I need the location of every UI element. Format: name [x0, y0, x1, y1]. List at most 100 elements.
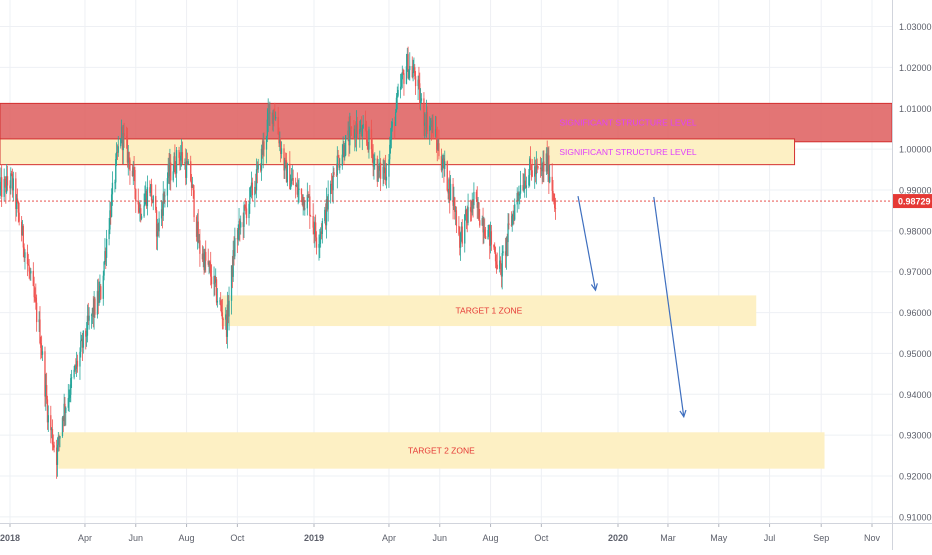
- candle-body: [405, 66, 408, 84]
- candle: [482, 207, 484, 245]
- candle-body: [385, 176, 388, 181]
- candle-body: [401, 72, 403, 80]
- candle: [495, 254, 498, 274]
- candle-body: [408, 70, 410, 78]
- zone-target-3[interactable]: [58, 432, 825, 469]
- candle: [0, 167, 2, 196]
- candle-body: [350, 126, 353, 129]
- candle: [476, 186, 478, 219]
- candle: [379, 150, 381, 178]
- candle: [513, 204, 515, 225]
- candle-body: [384, 168, 387, 181]
- candle-body: [228, 300, 230, 317]
- candle: [431, 114, 433, 134]
- candle-body: [158, 218, 160, 232]
- candle: [312, 203, 314, 235]
- candle-body: [74, 364, 76, 370]
- zone-support-1[interactable]: [0, 138, 796, 166]
- candle: [80, 331, 82, 358]
- candle: [284, 157, 286, 179]
- candle-body: [22, 226, 24, 248]
- candle-body: [87, 315, 89, 321]
- candle-body: [506, 237, 508, 243]
- candle: [6, 164, 8, 195]
- candle-body: [430, 123, 433, 127]
- candle: [461, 219, 463, 247]
- candle-body: [372, 153, 374, 167]
- candle: [117, 135, 119, 157]
- candle-body: [337, 155, 339, 158]
- x-tick-label: 2018: [0, 533, 20, 543]
- candle-body: [535, 163, 538, 175]
- candle: [12, 171, 14, 202]
- zone-target-2[interactable]: [221, 295, 757, 327]
- zone-label-support: SIGNIFICANT STRUCTURE LEVEL: [559, 147, 697, 157]
- candle: [554, 193, 556, 212]
- candle: [475, 189, 478, 202]
- candle: [161, 201, 164, 229]
- candle-body: [429, 125, 431, 132]
- candle: [368, 126, 370, 159]
- candle: [10, 167, 12, 195]
- candle: [242, 212, 244, 240]
- candle: [53, 441, 55, 453]
- candle: [419, 88, 422, 111]
- candle: [228, 286, 230, 331]
- candle-body: [522, 185, 524, 191]
- forecast-arrow-head: [679, 409, 687, 419]
- candle: [225, 307, 227, 330]
- candle-body: [496, 264, 498, 269]
- candle-body: [145, 191, 148, 207]
- candle: [441, 154, 443, 178]
- candle-body: [0, 186, 1, 190]
- candle-body: [394, 121, 396, 127]
- candle-body: [399, 86, 402, 90]
- candle-body: [196, 221, 199, 237]
- candle: [257, 158, 259, 173]
- candle-body: [494, 247, 496, 253]
- candle: [341, 143, 343, 170]
- y-tick-label: 0.92000: [899, 472, 932, 482]
- candle: [396, 86, 398, 110]
- candle: [514, 198, 516, 222]
- candle-body: [510, 224, 513, 226]
- candle: [309, 185, 311, 229]
- candle: [473, 182, 475, 209]
- candle: [180, 138, 183, 167]
- candle-body: [488, 224, 490, 231]
- candle: [489, 224, 491, 260]
- candle: [87, 302, 89, 326]
- candle-body: [68, 397, 70, 399]
- candle-body: [449, 179, 451, 201]
- candle: [329, 180, 332, 204]
- candle: [342, 136, 344, 158]
- candle: [51, 419, 54, 451]
- candle-body: [280, 141, 282, 154]
- candle-body: [3, 179, 5, 197]
- candle-body: [269, 112, 271, 114]
- candle: [266, 108, 269, 143]
- candle-body: [477, 202, 479, 208]
- candle-body: [507, 223, 509, 243]
- candle-body: [290, 179, 293, 185]
- candle: [172, 164, 174, 183]
- candle: [510, 211, 513, 227]
- candle: [320, 223, 323, 240]
- candle: [390, 121, 393, 149]
- candle-body: [260, 164, 262, 171]
- candle: [227, 295, 229, 324]
- candle: [52, 434, 54, 451]
- candle-body: [18, 212, 20, 222]
- candle-body: [213, 275, 215, 285]
- candle-body: [28, 265, 30, 272]
- candle-body: [500, 263, 503, 277]
- zone-resistance-0[interactable]: [0, 102, 893, 143]
- candle-body: [446, 161, 448, 191]
- candle-body: [524, 180, 526, 188]
- x-tick-label: Jun: [432, 533, 447, 543]
- candle-body: [278, 134, 280, 144]
- candle: [128, 151, 130, 170]
- candle-body: [342, 144, 344, 155]
